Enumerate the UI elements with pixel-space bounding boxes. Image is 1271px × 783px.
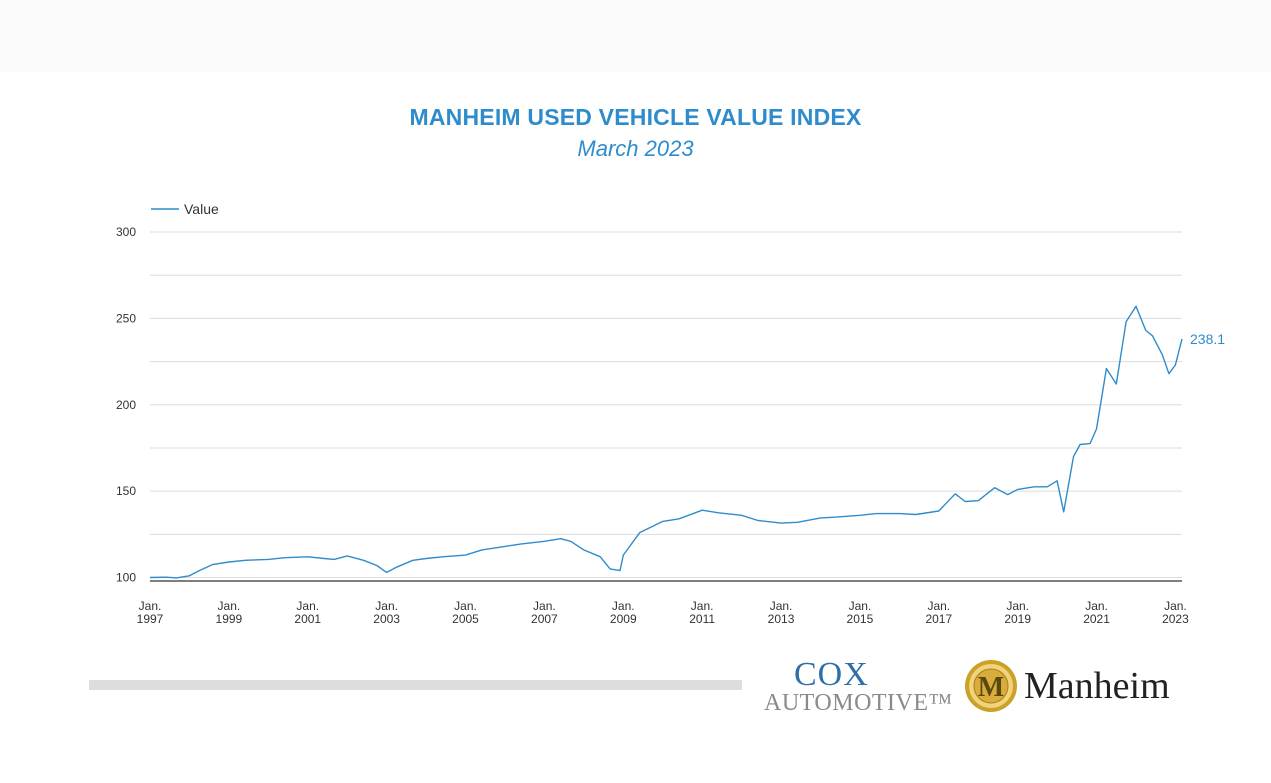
x-tick-label-line: 2005 (452, 612, 479, 626)
x-tick-label-line: Jan. (1006, 599, 1029, 613)
x-tick-label: Jan. 2013 (768, 599, 795, 626)
x-tick-label-line: 2017 (925, 612, 952, 626)
x-tick-label-line: 2021 (1083, 612, 1110, 626)
x-tick-label: Jan. 2017 (925, 599, 952, 626)
automotive-logo-wordmark: AUTOMOTIVE™ (764, 690, 953, 716)
x-tick-label: Jan. 2023 (1162, 599, 1189, 626)
x-tick-label-line: 2003 (373, 612, 400, 626)
x-tick-label-line: 2013 (768, 612, 795, 626)
y-tick-label: 300 (116, 225, 136, 239)
x-tick-label-line: Jan. (454, 599, 477, 613)
manheim-wordmark: Manheim (1024, 665, 1170, 707)
x-tick-label-line: Jan. (1164, 599, 1187, 613)
top-band (0, 0, 1271, 72)
legend: Value (151, 201, 219, 217)
legend-label-value: Value (184, 201, 219, 217)
x-tick-label-line: Jan. (691, 599, 714, 613)
x-tick-label: Jan. 2009 (610, 599, 637, 626)
x-tick-label-line: Jan. (296, 599, 319, 613)
x-tick-label-line: Jan. (612, 599, 635, 613)
x-tick-label-line: 2009 (610, 612, 637, 626)
x-tick-label: Jan. 1999 (216, 599, 243, 626)
y-tick-label: 200 (116, 398, 136, 412)
y-tick-label: 100 (116, 571, 136, 585)
series-line-value (149, 305, 1183, 579)
x-tick-label: Jan. 2007 (531, 599, 558, 626)
x-tick-label: Jan. 2019 (1004, 599, 1031, 626)
y-tick-label: 250 (116, 311, 136, 325)
grid-lines (150, 231, 1182, 582)
x-tick-label-line: 2007 (531, 612, 558, 626)
x-tick-label-line: 2023 (1162, 612, 1189, 626)
x-tick-label: Jan. 2005 (452, 599, 479, 626)
x-tick-label-line: Jan. (533, 599, 556, 613)
chart-subtitle: March 2023 (577, 136, 694, 161)
x-tick-label-line: 1997 (137, 612, 164, 626)
x-tick-label: Jan. 2011 (689, 599, 715, 626)
y-tick-label: 150 (116, 484, 136, 498)
x-tick-label-line: 2015 (847, 612, 874, 626)
x-tick-label-line: Jan. (927, 599, 950, 613)
cox-logo-wordmark: COX (794, 656, 869, 693)
x-tick-label-line: Jan. (1085, 599, 1108, 613)
x-tick-label-line: Jan. (218, 599, 241, 613)
x-tick-label: Jan. 1997 (137, 599, 164, 626)
y-axis-ticks: 100 150 200 250 300 (116, 225, 136, 585)
chart-title: MANHEIM USED VEHICLE VALUE INDEX (409, 104, 862, 130)
x-tick-label: Jan. 2015 (847, 599, 874, 626)
last-value-label: 238.1 (1190, 331, 1225, 347)
manheim-logo: M Manheim (964, 658, 1194, 718)
x-tick-label: Jan. 2003 (373, 599, 400, 626)
manheim-emblem-icon: M (965, 660, 1017, 712)
x-tick-label-line: 2019 (1004, 612, 1031, 626)
x-tick-label-line: 2011 (689, 612, 715, 626)
cox-automotive-logo: COX AUTOMOTIVE™ (764, 656, 952, 716)
x-tick-label-line: Jan. (770, 599, 793, 613)
x-tick-label-line: Jan. (139, 599, 162, 613)
x-tick-label-line: 2001 (294, 612, 321, 626)
x-tick-label-line: 1999 (216, 612, 243, 626)
x-tick-label: Jan. 2021 (1083, 599, 1110, 626)
series-layer (149, 305, 1183, 579)
x-tick-label-line: Jan. (849, 599, 872, 613)
x-tick-label: Jan. 2001 (294, 599, 321, 626)
manheim-emblem-letter: M (978, 672, 1004, 703)
x-tick-label-line: Jan. (375, 599, 398, 613)
footer-divider-bar (89, 680, 742, 690)
